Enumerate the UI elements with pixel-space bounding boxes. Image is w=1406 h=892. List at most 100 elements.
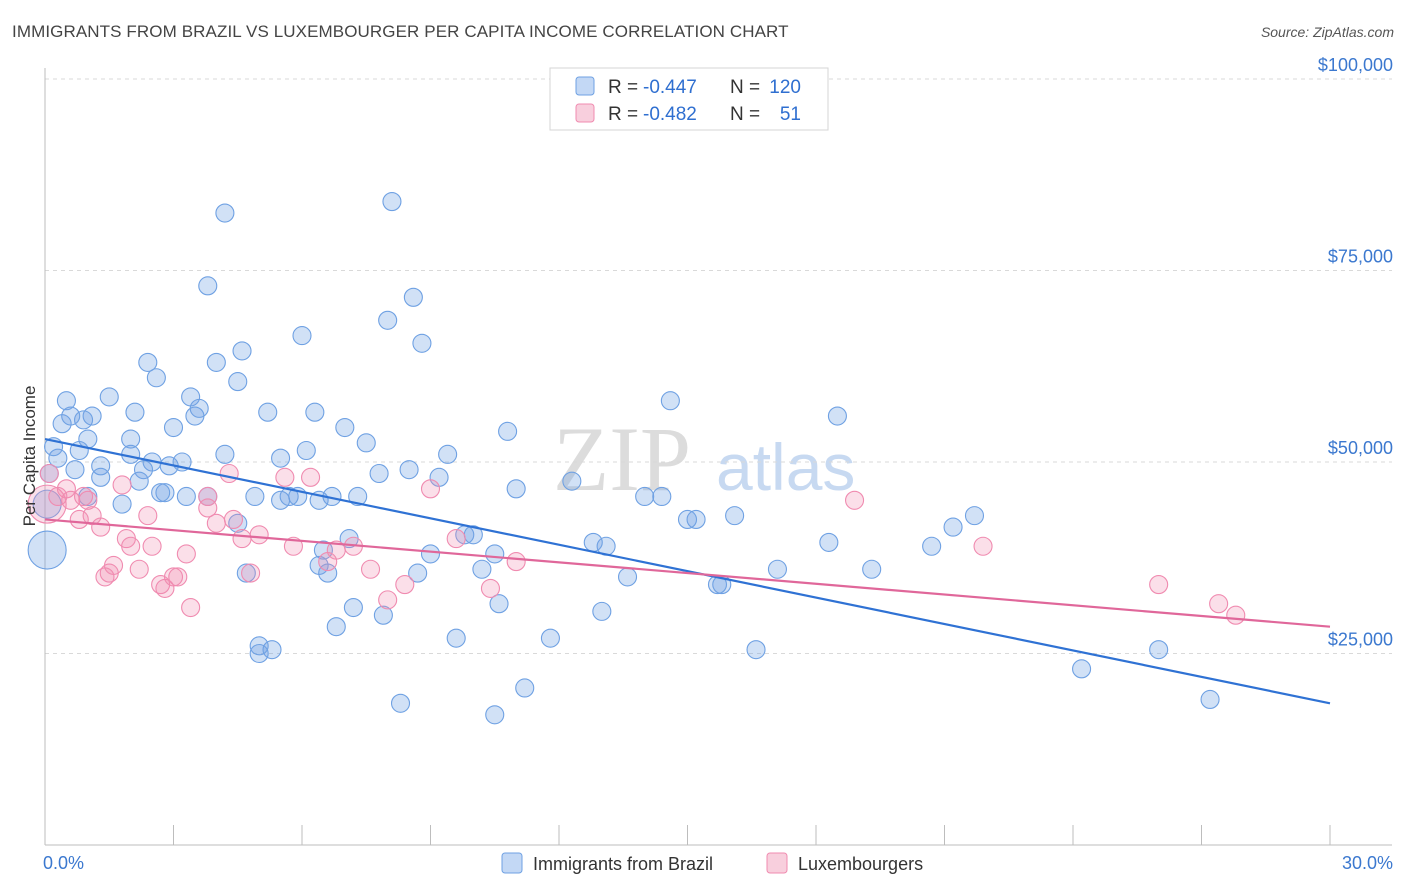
series-legend: Immigrants from Brazil Luxembourgers (501, 852, 923, 874)
data-point (399, 460, 419, 480)
data-point (39, 463, 59, 484)
data-point (292, 326, 312, 346)
data-point (446, 529, 466, 549)
correlation-legend: R = -0.447 N = 120 R = -0.482 N = 51 (549, 67, 829, 131)
series-luxembourgers-points (27, 463, 1246, 625)
source-credit: Source: ZipAtlas.com (1260, 24, 1394, 40)
data-point (138, 506, 158, 526)
data-point (176, 486, 196, 507)
data-point (103, 555, 124, 575)
data-point (635, 486, 655, 507)
data-point (241, 563, 261, 583)
data-point (592, 601, 612, 621)
data-point (369, 463, 389, 484)
data-point (378, 310, 398, 330)
data-point (652, 486, 672, 507)
data-point (262, 640, 282, 660)
data-point (964, 506, 985, 526)
data-point (485, 544, 505, 564)
legend-swatch-luxembourgers (575, 103, 595, 123)
data-point (1226, 605, 1246, 625)
y-axis-label: Per Capita Income (20, 386, 39, 527)
data-point (258, 402, 278, 422)
y-tick-label: $75,000 (1328, 247, 1393, 267)
data-point (515, 678, 535, 698)
data-point (390, 693, 411, 713)
data-point (99, 387, 119, 407)
watermark-atlas: atlas (716, 430, 855, 504)
data-point (498, 421, 518, 441)
data-point (862, 559, 882, 579)
data-point (686, 509, 706, 530)
data-point (61, 490, 81, 510)
data-point (506, 552, 526, 572)
legend-n-label: N = (730, 104, 760, 125)
data-point (56, 391, 76, 411)
data-point (275, 467, 295, 487)
data-point (1149, 640, 1169, 660)
data-point (219, 463, 239, 484)
data-point (69, 509, 89, 530)
axes (44, 68, 1392, 846)
trend-line-luxembourgers (44, 518, 1331, 628)
data-point (767, 559, 788, 579)
legend-r-label: R = (608, 104, 638, 125)
data-point (176, 544, 196, 564)
data-point (27, 530, 67, 570)
legend-r-label: R = (608, 77, 638, 98)
data-point (378, 590, 398, 610)
data-point (215, 444, 235, 464)
data-point (198, 498, 218, 518)
data-point (746, 640, 766, 660)
data-point (283, 536, 303, 556)
data-point (326, 617, 346, 637)
legend-label-luxembourgers: Luxembourgers (798, 854, 923, 874)
data-point (540, 628, 560, 648)
data-point (617, 567, 638, 587)
data-point (480, 578, 501, 598)
y-tick-label: $100,000 (1318, 55, 1393, 75)
data-point (356, 433, 376, 453)
data-point (121, 536, 141, 556)
x-tick-label-min: 0.0% (43, 853, 84, 873)
data-point (232, 341, 252, 361)
data-point (446, 628, 466, 648)
data-point (82, 406, 102, 426)
trend-lines (44, 437, 1331, 705)
data-point (412, 333, 432, 353)
legend-n-value: 51 (780, 104, 801, 125)
data-point (78, 429, 98, 449)
data-point (121, 429, 141, 449)
data-point (206, 352, 226, 372)
data-point (61, 406, 81, 426)
y-tick-label: $50,000 (1328, 438, 1393, 458)
data-point (335, 417, 355, 438)
data-point (142, 536, 162, 556)
data-point (245, 486, 265, 507)
data-point (373, 605, 393, 625)
data-point (420, 479, 441, 499)
data-point (232, 529, 252, 549)
legend-n-label: N = (730, 77, 760, 98)
data-point (146, 368, 166, 388)
data-point (138, 352, 158, 372)
data-point (1209, 594, 1229, 614)
legend-label-brazil: Immigrants from Brazil (533, 854, 713, 874)
data-point (318, 563, 338, 583)
data-point (485, 705, 505, 725)
data-point (168, 567, 188, 587)
data-point (271, 448, 291, 468)
data-point (827, 406, 847, 426)
data-point (348, 486, 368, 507)
data-point (1072, 659, 1092, 679)
data-point (725, 506, 745, 526)
data-point (223, 509, 244, 530)
legend-n-value: 120 (769, 77, 801, 98)
x-tick-label-max: 30.0% (1342, 853, 1393, 873)
legend-swatch-luxembourgers (766, 852, 788, 874)
data-point (360, 559, 381, 579)
data-point (48, 448, 68, 468)
data-point (489, 594, 509, 614)
data-point (249, 643, 269, 664)
data-point (506, 479, 526, 499)
